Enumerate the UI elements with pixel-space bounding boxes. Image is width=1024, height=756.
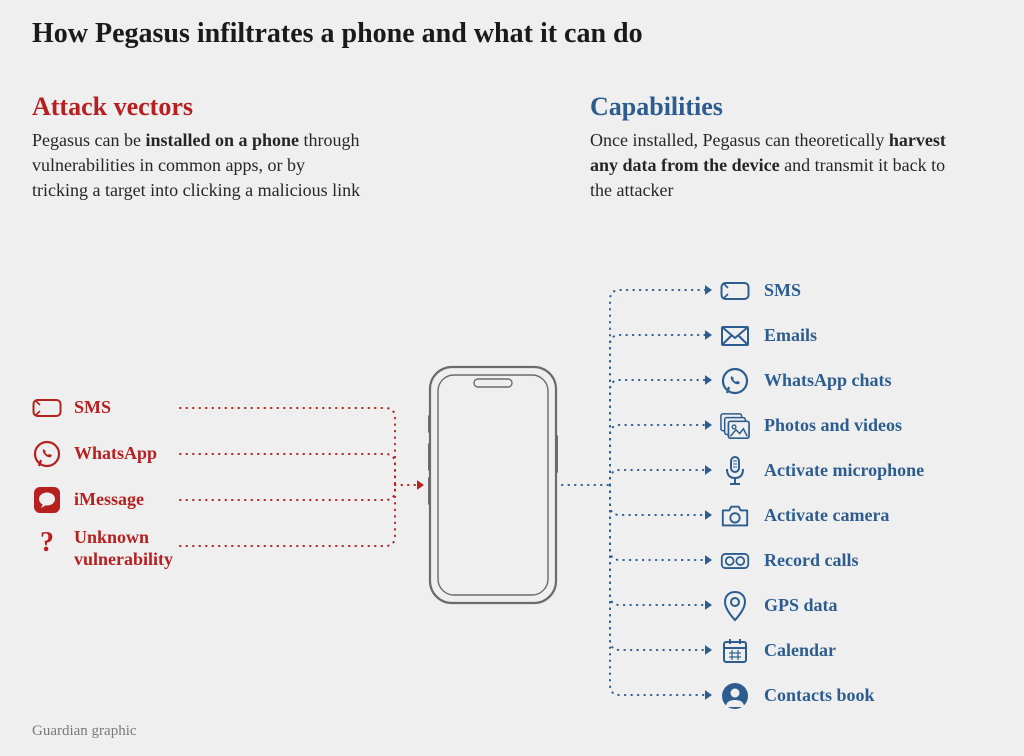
capability-item: Activate microphone (720, 448, 1000, 493)
capability-item-label: Activate microphone (764, 460, 924, 481)
attack-section: Attack vectors Pegasus can be installed … (32, 92, 362, 204)
capability-item: Contacts book (720, 673, 1000, 718)
capability-item-label: WhatsApp chats (764, 370, 892, 391)
gps-icon (720, 591, 750, 621)
capability-item: GPS data (720, 583, 1000, 628)
whatsapp-icon (720, 366, 750, 396)
capability-item: WhatsApp chats (720, 358, 1000, 403)
credit-text: Guardian graphic (32, 723, 137, 740)
attack-desc-pre: Pegasus can be (32, 130, 145, 150)
attack-item: SMS (32, 385, 222, 431)
capability-item: Emails (720, 313, 1000, 358)
phone-illustration (428, 365, 558, 605)
camera-icon (720, 501, 750, 531)
svg-text:?: ? (40, 527, 54, 557)
sms-icon (32, 393, 62, 423)
capabilities-description: Once installed, Pegasus can theoreticall… (590, 128, 950, 204)
capability-item-label: GPS data (764, 595, 838, 616)
attack-item-label: iMessage (74, 489, 144, 511)
capability-item-label: Record calls (764, 550, 858, 571)
whatsapp-icon (32, 439, 62, 469)
attack-item-label: Unknown vulnerability (74, 527, 222, 570)
capabilities-list: SMS Emails WhatsApp chats Photos and videos… (720, 268, 1000, 718)
capability-item: Record calls (720, 538, 1000, 583)
capability-item-label: Calendar (764, 640, 836, 661)
contacts-icon (720, 681, 750, 711)
attack-item: iMessage (32, 477, 222, 523)
capability-item-label: Contacts book (764, 685, 875, 706)
capabilities-heading: Capabilities (590, 92, 950, 122)
attack-heading: Attack vectors (32, 92, 362, 122)
capability-item: Calendar (720, 628, 1000, 673)
attack-item: ? Unknown vulnerability (32, 523, 222, 579)
page-title: How Pegasus infiltrates a phone and what… (32, 18, 643, 50)
capability-item-label: SMS (764, 280, 801, 301)
cap-desc-pre: Once installed, Pegasus can theoreticall… (590, 130, 889, 150)
capability-item: Activate camera (720, 493, 1000, 538)
question-icon: ? (32, 527, 62, 557)
record-icon (720, 546, 750, 576)
sms-icon (720, 276, 750, 306)
capabilities-section: Capabilities Once installed, Pegasus can… (590, 92, 950, 204)
attack-item: WhatsApp (32, 431, 222, 477)
email-icon (720, 321, 750, 351)
attack-desc-bold: installed on a phone (145, 130, 299, 150)
capability-item-label: Emails (764, 325, 817, 346)
calendar-icon (720, 636, 750, 666)
imessage-icon (32, 485, 62, 515)
photos-icon (720, 411, 750, 441)
mic-icon (720, 456, 750, 486)
attack-description: Pegasus can be installed on a phone thro… (32, 128, 362, 204)
attack-item-label: WhatsApp (74, 443, 157, 465)
capability-item-label: Activate camera (764, 505, 889, 526)
capability-item: Photos and videos (720, 403, 1000, 448)
capability-item-label: Photos and videos (764, 415, 902, 436)
attack-list: SMS WhatsApp iMessage? Unknown vulnerabilit… (32, 385, 222, 579)
capability-item: SMS (720, 268, 1000, 313)
attack-item-label: SMS (74, 397, 111, 419)
